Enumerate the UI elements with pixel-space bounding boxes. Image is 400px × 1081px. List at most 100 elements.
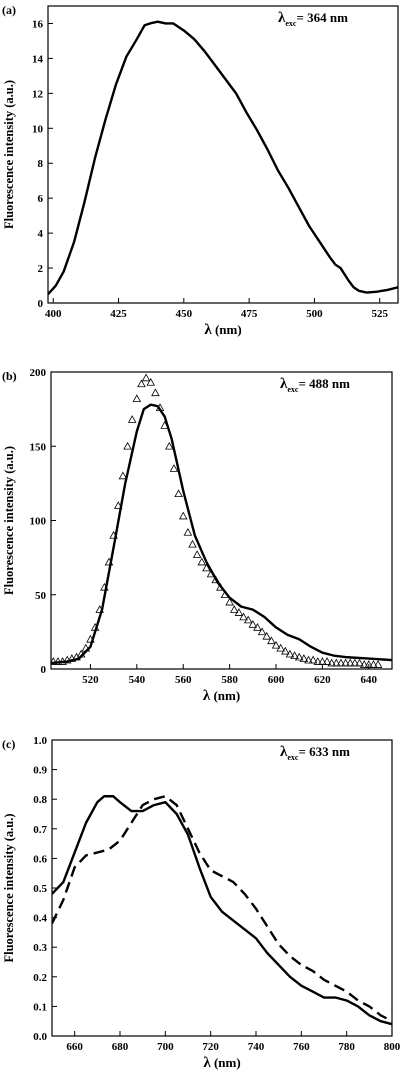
data-point-triangle [132,394,142,403]
x-axis-label: λ (nm) [203,688,240,704]
x-tick-label: 640 [361,674,378,686]
x-tick-label: 560 [175,674,192,686]
y-tick-label: 50 [35,590,47,602]
solid-series-line [52,795,392,1026]
data-point-triangle [86,634,95,643]
data-point-triangle [234,608,244,616]
data-point-triangle [369,660,378,668]
y-tick-label: 2 [38,263,44,275]
data-point-triangle [336,658,346,667]
y-tick-label: 0.5 [33,883,47,895]
data-point-triangle [146,377,156,386]
data-point-triangle [81,643,91,652]
data-point-triangle [327,658,336,667]
y-tick-label: 14 [32,53,44,65]
y-tick-label: 10 [32,123,44,135]
data-point-triangle [192,550,202,558]
y-axis-label: Fluorescence intensity (a.u.) [2,813,16,962]
excitation-annotation: λexc= 364 nm [278,10,348,28]
panel-label: (c) [2,737,15,751]
data-point-triangle [53,657,63,665]
panel-label: (b) [2,369,17,383]
excitation-annotation: λexc= 488 nm [280,376,350,394]
data-point-triangle [257,627,267,636]
x-tick-label: 520 [82,674,99,686]
x-tick-label: 800 [384,1041,400,1053]
data-point-triangle [100,582,109,591]
chart-panel-1: 520 540 560 580 600 620 640 0 50 100 150 200 Fluores… [2,367,393,704]
y-tick-label: 0.2 [33,972,47,984]
y-tick-label: 0 [38,298,44,310]
x-axis-label: λ (nm) [203,1055,240,1071]
y-tick-label: 0 [41,664,47,676]
x-tick-label: 500 [306,308,323,320]
data-point-triangle [104,557,114,566]
data-point-triangle [151,388,160,397]
data-point-triangle [285,649,295,658]
x-tick-label: 475 [241,308,258,320]
x-tick-label: 540 [129,674,146,686]
data-point-triangle [127,415,137,423]
data-point-triangle [90,622,100,631]
y-tick-label: 1.0 [33,735,47,747]
x-tick-label: 760 [293,1041,310,1053]
data-point-triangle [220,590,230,599]
data-point-triangle [364,660,374,668]
data-point-triangle [109,530,118,539]
data-point-triangle [243,615,253,624]
y-tick-label: 6 [38,193,44,205]
data-point-triangle [262,631,272,640]
y-tick-label: 0.3 [33,942,47,954]
x-tick-label: 425 [110,308,127,320]
data-point-triangle [183,527,193,536]
x-tick-label: 580 [221,674,238,686]
x-tick-label: 400 [45,308,62,320]
x-tick-label: 525 [371,308,388,320]
x-tick-label: 680 [112,1041,129,1053]
data-point-triangle [206,569,216,578]
data-point-triangle [197,557,207,566]
data-point-triangle [141,373,151,382]
x-axis-label: λ (nm) [204,322,241,338]
x-tick-label: 450 [176,308,193,320]
chart-panel-0: 400 425 450 475 500 525 0 2 4 6 8 10 12 14 16 Fluoresce… [2,3,399,338]
y-tick-label: 12 [32,88,44,100]
data-point-triangle [281,646,290,655]
x-tick-label: 700 [157,1041,174,1053]
x-tick-label: 620 [314,674,331,686]
data-point-triangle [95,605,104,613]
solid-series-line [51,403,392,665]
data-point-triangle [345,658,355,667]
data-point-triangle [155,403,165,411]
data-point-triangle [350,658,360,667]
solid-series-line [48,20,398,296]
data-point-triangle [113,501,123,509]
data-point-triangle [308,655,318,664]
x-tick-label: 600 [268,674,285,686]
y-tick-label: 0.8 [33,794,47,806]
plot-frame [47,5,399,304]
data-point-triangle [51,657,58,665]
y-tick-label: 0.0 [33,1031,47,1043]
dashed-series-line [52,795,392,1023]
data-point-triangle [118,471,128,480]
data-point-triangle [290,651,299,659]
y-tick-label: 0.6 [33,853,47,865]
data-point-triangle [359,660,369,668]
data-point-triangle [332,658,341,667]
data-point-triangle [299,654,309,662]
data-point-triangle [188,539,197,548]
data-point-triangle [239,612,248,621]
data-point-triangle [313,657,323,665]
triangle-series [51,373,383,668]
data-point-triangle [76,649,86,658]
data-point-triangle [174,489,183,498]
plot-frame [51,739,393,1037]
data-point-triangle [341,658,350,667]
data-point-triangle [137,379,146,388]
x-tick-label: 720 [202,1041,219,1053]
data-point-triangle [304,655,313,664]
data-point-triangle [294,652,304,661]
y-tick-label: 4 [38,228,44,240]
